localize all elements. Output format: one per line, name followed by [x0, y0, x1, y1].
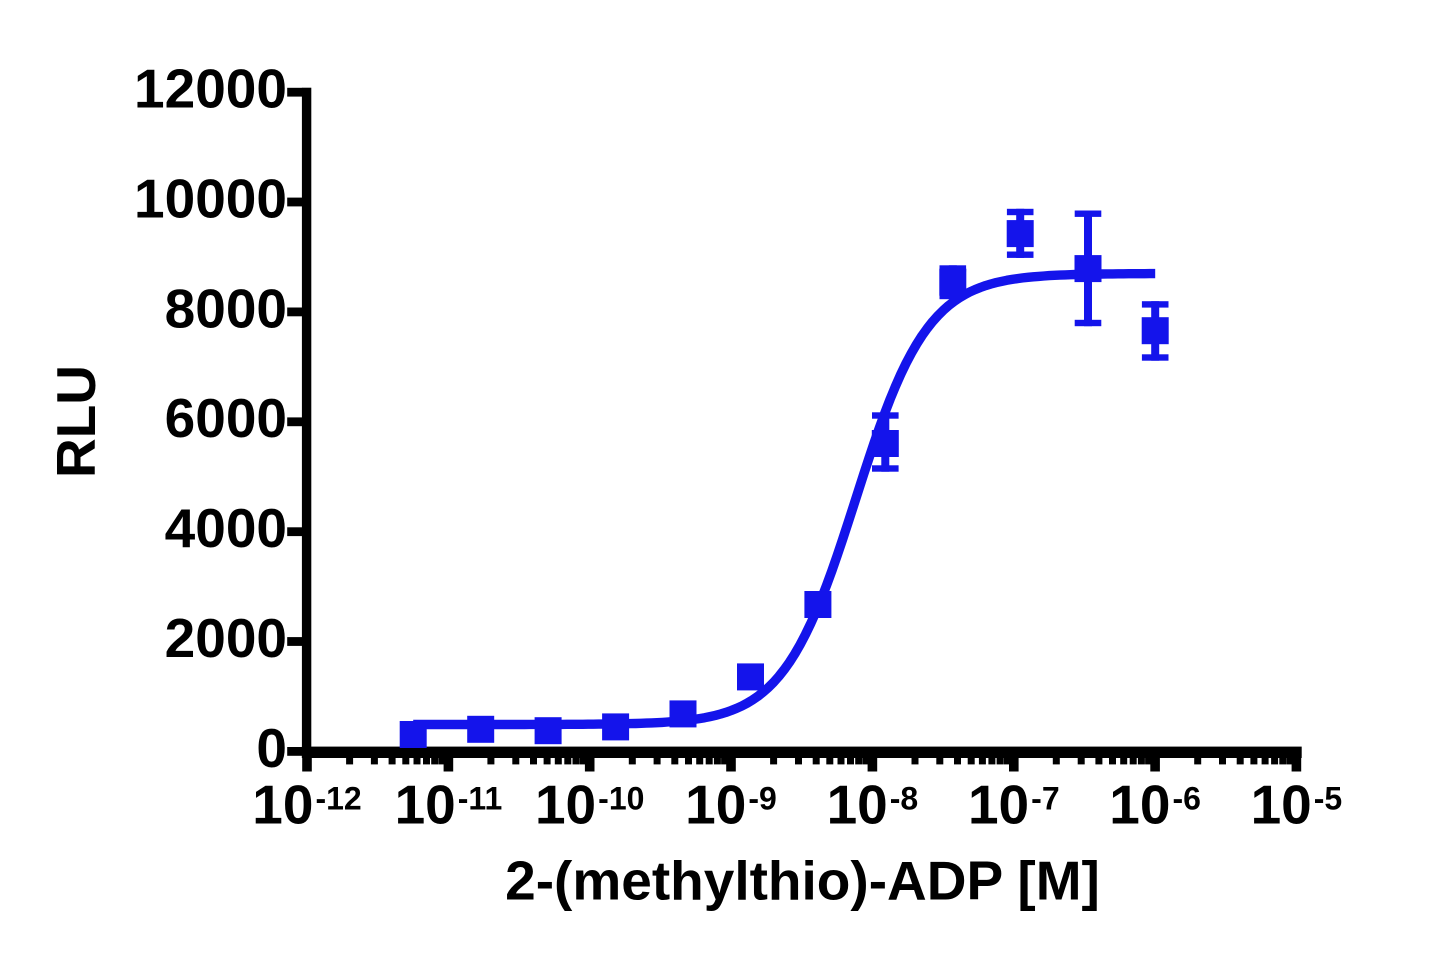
svg-text:2000: 2000 — [165, 607, 287, 669]
svg-text:RLU: RLU — [45, 365, 107, 478]
svg-text:0: 0 — [256, 717, 287, 779]
svg-text:8000: 8000 — [165, 277, 287, 339]
svg-text:10000: 10000 — [134, 167, 287, 229]
svg-text:12000: 12000 — [134, 58, 287, 120]
svg-text:10-10: 10-10 — [535, 774, 644, 836]
svg-text:2-(methylthio)-ADP [M]: 2-(methylthio)-ADP [M] — [505, 849, 1100, 911]
svg-text:4000: 4000 — [165, 497, 287, 559]
svg-text:6000: 6000 — [165, 387, 287, 449]
